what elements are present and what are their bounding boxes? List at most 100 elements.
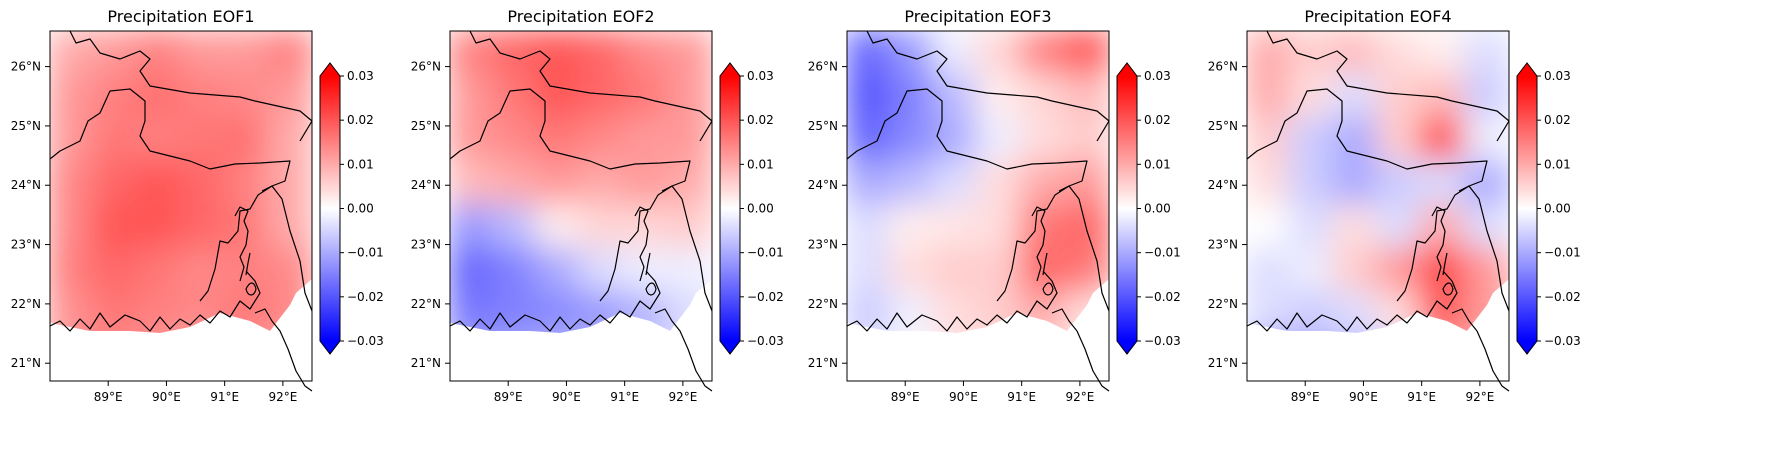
colorbar-tick-label: −0.02 — [747, 290, 784, 304]
field-cell — [845, 335, 893, 383]
field-cell — [535, 204, 583, 252]
field-cell — [1245, 335, 1293, 383]
field-cell — [1019, 291, 1068, 333]
field-cell — [932, 335, 980, 383]
colorbar-tick-label: 0.00 — [1144, 202, 1171, 216]
field-cell — [888, 204, 937, 252]
field-cell — [932, 160, 980, 208]
field-cell — [1247, 160, 1293, 208]
field-cell — [50, 116, 96, 165]
field-cell — [1063, 72, 1109, 121]
field-cell — [491, 116, 540, 165]
field-cell — [135, 291, 183, 333]
field-cell — [932, 247, 980, 296]
field-cell — [91, 116, 140, 165]
lat-tick-label: 25°N — [411, 119, 441, 133]
field-cell — [135, 247, 183, 296]
field-cell — [666, 204, 712, 252]
field-cell — [1463, 247, 1509, 296]
field-cell — [889, 335, 937, 383]
lat-tick-label: 21°N — [808, 356, 838, 370]
lat-tick-label: 21°N — [1208, 356, 1238, 370]
colorbar-tick-label: −0.03 — [347, 334, 384, 348]
field-cell — [266, 160, 312, 208]
field-cell — [579, 247, 627, 296]
field-cell — [1247, 204, 1293, 252]
field-cell — [179, 291, 227, 333]
field-cell — [976, 291, 1024, 333]
field-cell — [535, 72, 583, 121]
field-cell — [666, 72, 712, 121]
lat-tick-label: 23°N — [808, 238, 838, 252]
lat-tick-label: 24°N — [808, 178, 838, 192]
lat-tick-label: 22°N — [411, 297, 441, 311]
field-cell — [1288, 31, 1337, 77]
colorbar-tick-label: −0.01 — [747, 246, 784, 260]
field-cell — [579, 31, 627, 77]
field-cell — [1247, 31, 1293, 77]
field-cell — [666, 247, 712, 296]
field-cell — [179, 31, 227, 77]
lon-tick-label: 90°E — [152, 390, 181, 404]
field-cell — [1463, 335, 1511, 383]
colorbar-tick-label: 0.01 — [747, 157, 774, 171]
colorbar-tick-label: −0.01 — [1144, 246, 1181, 260]
field-cell — [976, 116, 1024, 165]
field-cell — [666, 160, 712, 208]
lon-axis: 89°E 90°E 91°E 92°E — [494, 381, 697, 404]
field-cell — [579, 116, 627, 165]
field-cell — [976, 247, 1024, 296]
coastline — [449, 30, 713, 392]
lon-axis: 89°E 90°E 91°E 92°E — [1291, 381, 1494, 404]
lat-axis: 21°N 22°N 23°N 24°N 25°N 26°N — [1208, 60, 1247, 370]
colorbar-tick-label: 0.03 — [347, 69, 374, 83]
colorbar-extend-max — [1517, 63, 1537, 76]
map-plot-area: 21°N 22°N 23°N 24°N 25°N 26°N 89°E 90°E 91°E 92°… — [11, 30, 314, 404]
field-cell — [976, 31, 1024, 77]
field-cell — [1332, 335, 1380, 383]
field-cell — [179, 72, 227, 121]
colorbar: 0.03 0.02 0.01 0.00 −0.01 −0.02 −0.03 — [719, 62, 784, 355]
lat-axis: 21°N 22°N 23°N 24°N 25°N 26°N — [411, 60, 450, 370]
field-cell — [888, 247, 937, 296]
lon-tick-label: 89°E — [494, 390, 523, 404]
field-cell — [976, 204, 1024, 252]
field-cell — [1463, 72, 1509, 121]
field-cell — [491, 31, 540, 77]
field-cell — [91, 160, 140, 208]
field-cell — [847, 31, 893, 77]
field-cell — [1419, 31, 1468, 77]
field-cell — [48, 335, 96, 383]
coastline — [1246, 30, 1510, 392]
field-cell — [1288, 116, 1337, 165]
field-cell — [450, 160, 496, 208]
field-cell — [847, 291, 893, 333]
panel-eof1: Precipitation EOF1 21°N22°N23°N24°N25°N2… — [11, 7, 384, 404]
lat-tick-label: 26°N — [411, 60, 441, 74]
field-cell — [91, 31, 140, 77]
field-cell — [888, 160, 937, 208]
field-cell — [135, 335, 183, 383]
lat-tick-label: 24°N — [11, 178, 41, 192]
field-cell — [976, 72, 1024, 121]
field-cell — [1376, 116, 1424, 165]
field-cell — [1247, 116, 1293, 165]
lon-tick-label: 91°E — [610, 390, 639, 404]
coastline — [49, 30, 313, 392]
field-cell — [222, 31, 271, 77]
field-cell — [1463, 160, 1509, 208]
lat-tick-label: 25°N — [1208, 119, 1238, 133]
field-cell — [266, 247, 312, 296]
field-cell — [976, 160, 1024, 208]
field-cell — [266, 116, 312, 165]
panel-title: Precipitation EOF2 — [507, 7, 654, 26]
field-cell — [622, 31, 671, 77]
lat-tick-label: 22°N — [1208, 297, 1238, 311]
map-plot-area: 21°N 22°N 23°N 24°N 25°N 26°N 89°E 90°E 91°E 92°… — [808, 30, 1110, 404]
field-cell — [1289, 335, 1337, 383]
colorbar-tick-label: 0.02 — [1544, 113, 1571, 127]
field-cell — [50, 31, 96, 77]
field-cell — [266, 335, 314, 383]
colorbar-tick-label: −0.01 — [347, 246, 384, 260]
